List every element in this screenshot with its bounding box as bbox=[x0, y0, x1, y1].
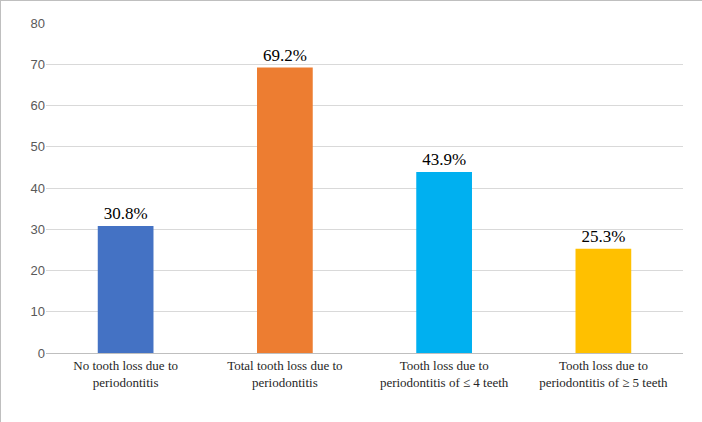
svg-text:No tooth loss due toperiodonti: No tooth loss due toperiodontitis bbox=[73, 358, 178, 390]
svg-text:Tooth loss due toperiodontitis: Tooth loss due toperiodontitis of ≥ 5 te… bbox=[539, 358, 668, 390]
svg-text:25.3%: 25.3% bbox=[581, 227, 625, 246]
svg-text:20: 20 bbox=[31, 263, 45, 278]
svg-text:10: 10 bbox=[31, 304, 45, 319]
svg-text:50: 50 bbox=[31, 139, 45, 154]
svg-text:40: 40 bbox=[31, 181, 45, 196]
svg-text:0: 0 bbox=[38, 346, 45, 361]
svg-text:43.9%: 43.9% bbox=[422, 150, 466, 169]
svg-text:60: 60 bbox=[31, 98, 45, 113]
svg-text:30.8%: 30.8% bbox=[104, 204, 148, 223]
svg-text:30: 30 bbox=[31, 222, 45, 237]
svg-text:80: 80 bbox=[31, 16, 45, 31]
svg-text:Total tooth loss due toperiodo: Total tooth loss due toperiodontitis bbox=[227, 358, 342, 390]
svg-text:69.2%: 69.2% bbox=[263, 46, 307, 65]
svg-text:Tooth loss due toperiodontitis: Tooth loss due toperiodontitis of ≤ 4 te… bbox=[380, 358, 509, 390]
svg-text:70: 70 bbox=[31, 57, 45, 72]
